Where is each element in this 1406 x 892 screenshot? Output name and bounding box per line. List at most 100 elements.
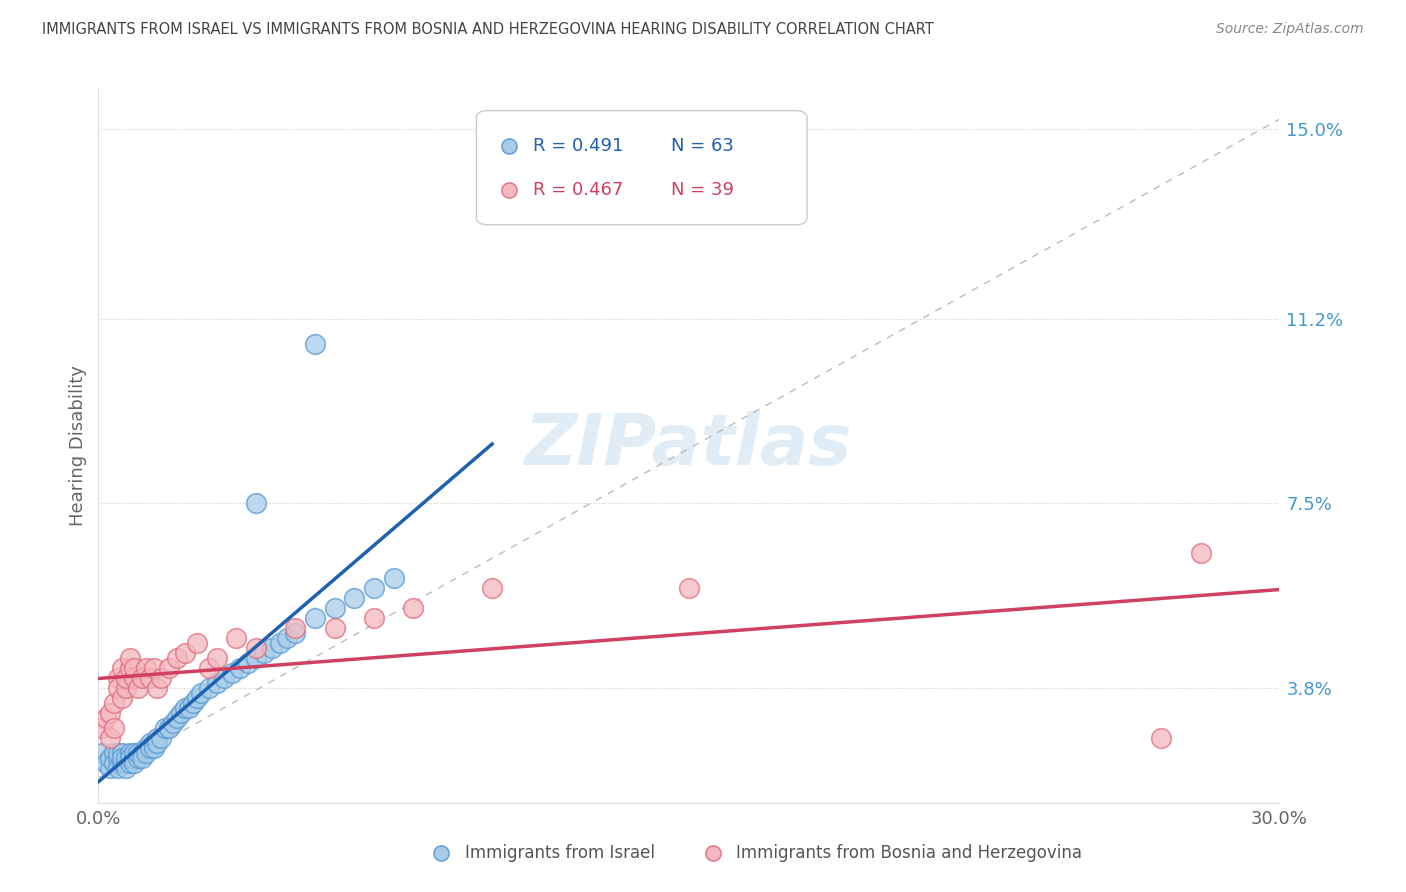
Point <box>481 581 503 595</box>
Point <box>678 581 700 595</box>
Point <box>146 736 169 750</box>
Point <box>157 661 180 675</box>
Point <box>107 681 129 695</box>
Point <box>363 581 385 595</box>
Point <box>118 751 141 765</box>
Point <box>155 721 177 735</box>
Point <box>135 746 157 760</box>
Point <box>142 740 165 755</box>
Point <box>142 661 165 675</box>
Point <box>146 681 169 695</box>
Point <box>205 676 228 690</box>
Point <box>138 740 160 755</box>
Point <box>98 731 121 745</box>
Y-axis label: Hearing Disability: Hearing Disability <box>69 366 87 526</box>
FancyBboxPatch shape <box>477 111 807 225</box>
Point <box>174 646 197 660</box>
Point <box>115 761 138 775</box>
Text: IMMIGRANTS FROM ISRAEL VS IMMIGRANTS FROM BOSNIA AND HERZEGOVINA HEARING DISABIL: IMMIGRANTS FROM ISRAEL VS IMMIGRANTS FRO… <box>42 22 934 37</box>
Point <box>122 751 145 765</box>
Point <box>186 636 208 650</box>
Point <box>96 756 118 770</box>
Point <box>304 611 326 625</box>
Point <box>221 666 243 681</box>
Point <box>1189 546 1212 560</box>
Point <box>96 711 118 725</box>
Text: ZIPatlas: ZIPatlas <box>526 411 852 481</box>
Point <box>138 671 160 685</box>
Point <box>170 706 193 720</box>
Point <box>118 661 141 675</box>
Text: Immigrants from Bosnia and Herzegovina: Immigrants from Bosnia and Herzegovina <box>737 844 1083 862</box>
Text: Source: ZipAtlas.com: Source: ZipAtlas.com <box>1216 22 1364 37</box>
Point <box>107 746 129 760</box>
Point <box>135 740 157 755</box>
Point <box>111 756 134 770</box>
Point <box>122 746 145 760</box>
Point <box>150 731 173 745</box>
Point <box>118 756 141 770</box>
Point <box>127 681 149 695</box>
Point <box>107 761 129 775</box>
Point <box>142 736 165 750</box>
Point <box>150 671 173 685</box>
Point <box>107 671 129 685</box>
Point <box>304 336 326 351</box>
Point <box>131 751 153 765</box>
Point <box>190 686 212 700</box>
Point <box>245 651 267 665</box>
Point <box>186 691 208 706</box>
Text: N = 39: N = 39 <box>671 181 734 199</box>
Point <box>103 721 125 735</box>
Point <box>122 671 145 685</box>
Point <box>115 756 138 770</box>
Point <box>214 671 236 685</box>
Point <box>103 756 125 770</box>
Point <box>122 756 145 770</box>
Point <box>236 656 259 670</box>
Point <box>91 746 114 760</box>
Point <box>98 761 121 775</box>
Point <box>181 696 204 710</box>
Point <box>107 751 129 765</box>
Point <box>197 681 219 695</box>
Text: R = 0.467: R = 0.467 <box>533 181 623 199</box>
Point <box>98 706 121 720</box>
Point <box>229 661 252 675</box>
Point <box>276 631 298 645</box>
Point <box>162 715 184 730</box>
Text: Immigrants from Israel: Immigrants from Israel <box>464 844 655 862</box>
Point <box>174 701 197 715</box>
Point <box>205 651 228 665</box>
Point <box>103 696 125 710</box>
Point <box>402 601 425 615</box>
Point <box>343 591 366 606</box>
Point <box>323 601 346 615</box>
Point <box>245 641 267 656</box>
Point <box>103 746 125 760</box>
Point <box>284 621 307 635</box>
Point <box>177 701 200 715</box>
Point <box>138 736 160 750</box>
Point <box>260 641 283 656</box>
Point <box>115 681 138 695</box>
Point <box>111 746 134 760</box>
Point <box>166 711 188 725</box>
Point <box>157 721 180 735</box>
Point <box>131 671 153 685</box>
Point <box>122 661 145 675</box>
Point <box>111 691 134 706</box>
Point <box>127 751 149 765</box>
Point <box>127 746 149 760</box>
Point <box>98 751 121 765</box>
Point <box>253 646 276 660</box>
Text: R = 0.491: R = 0.491 <box>533 136 623 154</box>
Point <box>166 651 188 665</box>
Point <box>111 661 134 675</box>
Point <box>245 496 267 510</box>
Point <box>382 571 405 585</box>
Point <box>225 631 247 645</box>
Point <box>197 661 219 675</box>
Point <box>269 636 291 650</box>
Point <box>115 671 138 685</box>
